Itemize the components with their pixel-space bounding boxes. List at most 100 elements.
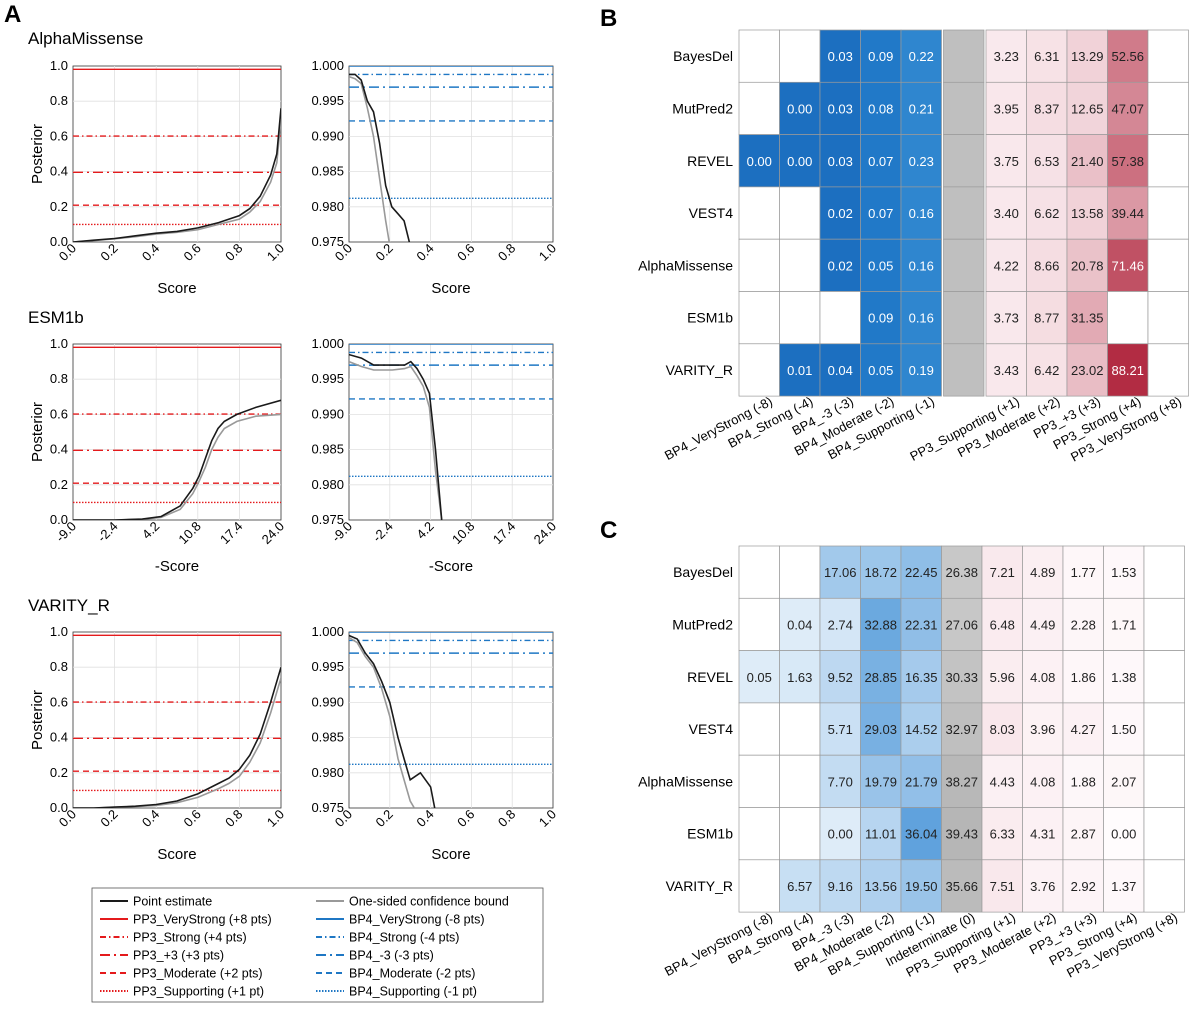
heatmap-cell [1026,343,1068,397]
cell-value: 2.74 [828,617,853,632]
heatmap-cell [1103,859,1145,913]
axes-frame [72,631,282,809]
heatmap-cell [819,545,861,599]
row-label: AlphaMissense [638,257,733,273]
y-tick-label: 0.4 [50,164,68,179]
cell-value: 0.05 [868,258,893,273]
heatmap-cell [900,545,942,599]
cell-value: 57.38 [1111,154,1144,169]
heatmap-cell [1026,134,1068,188]
heatmap-cell [1062,807,1104,861]
legend-label: BP4_Strong (-4 pts) [349,931,459,945]
plot-area [73,634,281,808]
row-label: VARITY_R [666,878,733,894]
legend-label: PP3_Moderate (+2 pts) [133,967,263,981]
heatmap-cell [1062,702,1104,756]
heatmap-cell [981,754,1023,808]
cell-value: 4.43 [990,774,1015,789]
cell-value: 29.03 [864,722,897,737]
heatmap-cell [943,29,985,83]
cell-value: 0.00 [787,154,812,169]
heatmap-cell [943,343,985,397]
legend-label: BP4_-3 (-3 pts) [349,949,434,963]
heatmap-cell [900,343,942,397]
cell-value: 7.51 [990,879,1015,894]
axes-left: 0.00.20.40.60.81.0-9.0 -2.4 4.2 10.8 17.4 24.… [50,336,287,575]
heatmap-cell [860,650,902,704]
x-tick-label: 24.0 [531,519,560,548]
heatmap-cell [819,291,861,345]
heatmap-cell [981,597,1023,651]
heatmap-cell [779,650,821,704]
cell-value: 26.38 [945,565,978,580]
y-tick-label: 0.985 [311,730,344,745]
y-tick-label: 0.8 [50,93,68,108]
x-tick-label: 10.8 [449,519,478,548]
x-axis-label: Score [157,280,196,297]
x-tick-label: 1.0 [264,241,287,264]
cell-value: 16.35 [905,670,938,685]
x-tick-label: 0.2 [373,241,396,264]
heatmap-cell [900,650,942,704]
cell-value: 8.77 [1034,311,1059,326]
y-tick-label: 0.990 [311,128,344,143]
cell-value: 14.52 [905,722,938,737]
x-axis-label: Score [431,280,470,297]
legend: Point estimate PP3_VeryStrong (+8 pts) PP3… [91,887,544,1003]
heatmap-cell [985,238,1027,292]
heatmap-cell [1147,186,1189,240]
heatmap-cell [738,81,780,135]
heatmap-cell [819,238,861,292]
cell-value: 9.52 [828,670,853,685]
legend-label: Point estimate [133,895,212,909]
cell-value: 1.53 [1111,565,1136,580]
cell-value: 38.27 [945,774,978,789]
heatmap-cell [1066,186,1108,240]
cell-value: 0.05 [747,670,772,685]
row-label: VEST4 [689,721,734,737]
x-tick-label: 0.6 [454,241,477,264]
y-tick-label: 0.980 [311,477,344,492]
y-axis-label: Posterior [29,690,46,750]
heatmap-cell [779,186,821,240]
chart-title-esm1b: ESM1b [28,308,84,327]
cell-value: 19.79 [864,774,897,789]
heatmap-cell [819,597,861,651]
cell-value: 4.27 [1071,722,1096,737]
cell-value: 11.01 [865,827,897,842]
heatmap-cell [738,186,780,240]
plot-area [73,68,281,242]
heatmap-cell [900,807,942,861]
y-tick-label: 0.4 [50,730,68,745]
heatmap-cell [985,29,1027,83]
y-tick-label: 0.995 [311,659,344,674]
plot-area [349,632,553,808]
heatmap-cell [941,650,983,704]
cell-value: 88.21 [1111,363,1144,378]
cell-value: 21.40 [1071,154,1104,169]
heatmap-cell [1066,343,1108,397]
heatmap-cell [981,859,1023,913]
cell-value: 7.70 [828,774,853,789]
heatmap-cell [1066,81,1108,135]
x-tick-label: 0.4 [139,807,162,830]
heatmap-cell [1107,343,1149,397]
x-tick-label: 10.8 [175,519,204,548]
y-tick-label: 0.990 [311,406,344,421]
heatmap-cell [860,859,902,913]
cell-value: 1.63 [787,670,812,685]
cell-value: 3.96 [1030,722,1055,737]
heatmap-cell [819,859,861,913]
heatmap-cell [738,754,780,808]
heatmap-cell [1147,29,1189,83]
x-tick-label: 1.0 [264,807,287,830]
y-tick-label: 0.0 [50,512,68,527]
cell-value: 0.04 [787,617,812,632]
cell-value: 52.56 [1111,49,1144,64]
panel-label-c: C [600,517,617,544]
confidence-bound-line [349,636,415,808]
legend-label: BP4_Moderate (-2 pts) [349,967,475,981]
heatmap-cell [779,343,821,397]
heatmap-cell [981,650,1023,704]
y-tick-label: 0.8 [50,371,68,386]
